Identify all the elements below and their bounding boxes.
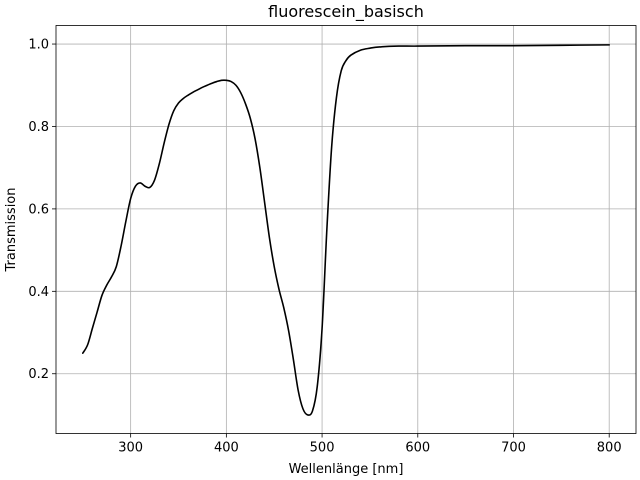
y-tick-label: 0.8: [28, 120, 49, 135]
tick-layer: 300 400 500 600 700 800 0.2 0.4 0.6 0.8 1.0: [28, 38, 621, 456]
x-tick-label: 500: [310, 441, 335, 456]
grid: [56, 25, 636, 434]
plot-frame: [55, 25, 637, 434]
x-tick-label: 400: [214, 441, 239, 456]
y-tick-label: 0.4: [28, 285, 49, 300]
x-tick-label: 600: [405, 441, 430, 456]
y-tick-label: 0.6: [28, 202, 49, 217]
y-tick-label: 1.0: [28, 38, 49, 53]
y-tick-label: 0.2: [28, 367, 49, 382]
x-tick-label: 800: [597, 441, 622, 456]
y-axis-label: Transmission: [4, 188, 19, 273]
x-tick-label: 300: [118, 441, 143, 456]
x-tick-label: 700: [501, 441, 526, 456]
x-axis-label: Wellenlänge [nm]: [289, 462, 404, 477]
transmission-series-line: [82, 44, 610, 416]
series-layer: [82, 44, 610, 416]
chart-title: fluorescein_basisch: [268, 2, 424, 22]
